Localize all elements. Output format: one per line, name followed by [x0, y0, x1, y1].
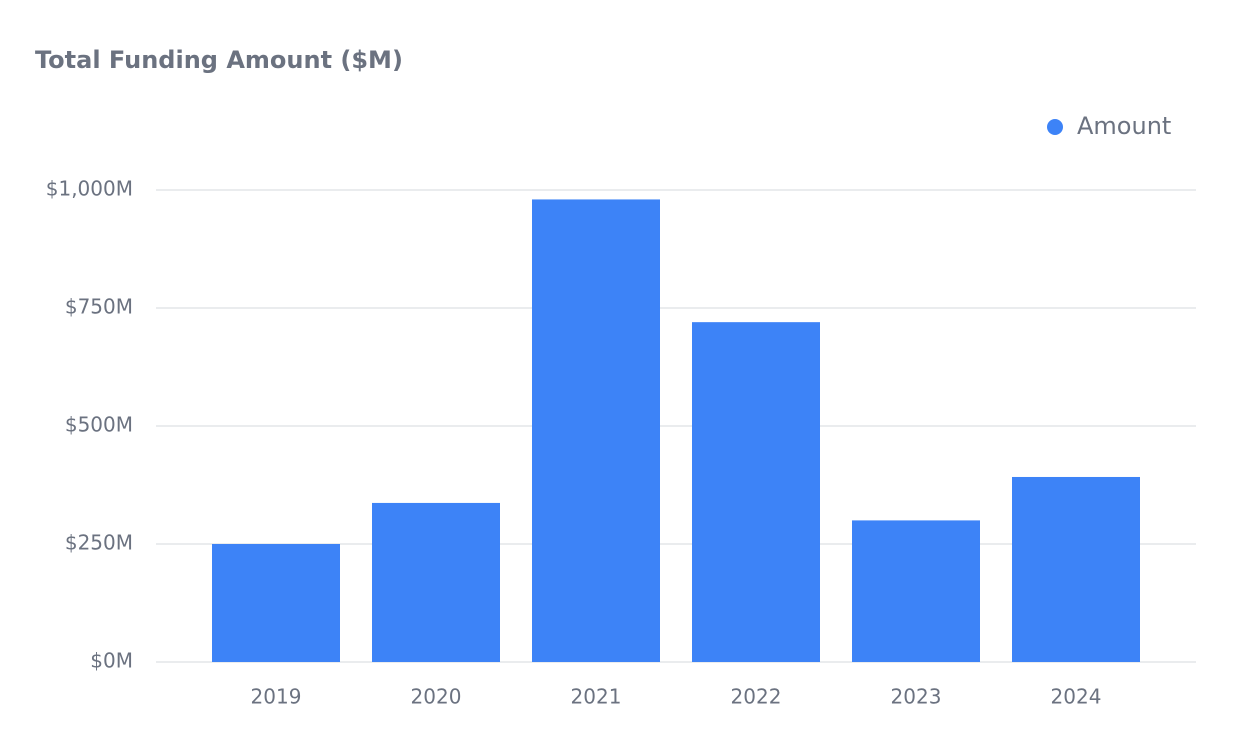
bar: [1012, 476, 1140, 662]
y-tick-label: $1,000M: [46, 177, 133, 201]
x-tick-label: 2023: [891, 685, 942, 709]
bar: [852, 520, 980, 662]
bar: [692, 322, 820, 662]
x-tick-label: 2019: [251, 685, 302, 709]
bar: [532, 199, 660, 662]
y-tick-label: $750M: [65, 295, 133, 319]
y-tick-label: $250M: [65, 531, 133, 555]
x-tick-label: 2020: [411, 685, 462, 709]
y-tick-label: $0M: [90, 649, 133, 673]
bar: [212, 544, 340, 662]
legend-marker: [1047, 119, 1063, 135]
x-tick-label: 2021: [571, 685, 622, 709]
y-tick-label: $500M: [65, 413, 133, 437]
legend-label: Amount: [1077, 112, 1171, 140]
x-tick-label: 2024: [1051, 685, 1102, 709]
x-tick-label: 2022: [731, 685, 782, 709]
bar: [372, 502, 500, 662]
chart-title: Total Funding Amount ($M): [35, 46, 403, 74]
